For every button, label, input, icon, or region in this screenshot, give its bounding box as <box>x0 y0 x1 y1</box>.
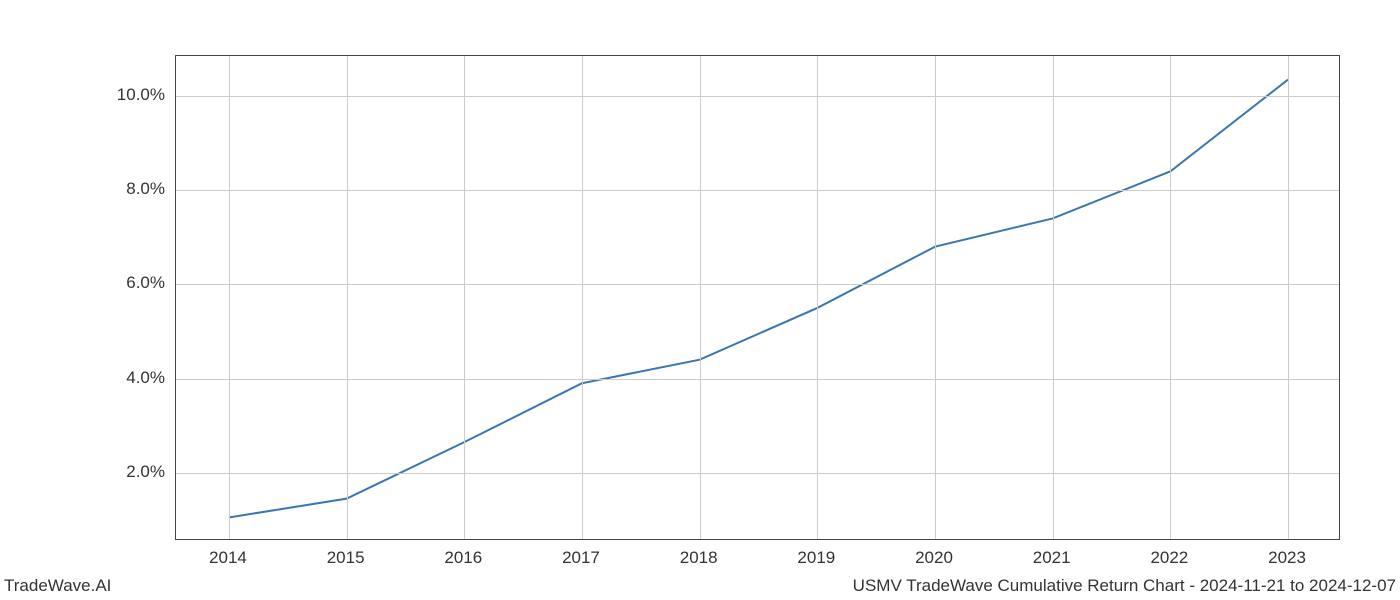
ytick-label: 10.0% <box>117 85 165 105</box>
chart-container: 2014 2015 2016 2017 2018 2019 2020 2021 2022 2023… <box>0 0 1400 600</box>
xtick-label: 2023 <box>1268 548 1306 568</box>
xtick-label: 2017 <box>562 548 600 568</box>
footer-left-label: TradeWave.AI <box>4 576 111 596</box>
series-line <box>229 80 1288 518</box>
ytick-label: 6.0% <box>126 273 165 293</box>
xtick-label: 2020 <box>915 548 953 568</box>
gridline-vertical <box>700 56 701 539</box>
xtick-label: 2019 <box>797 548 835 568</box>
ytick-label: 8.0% <box>126 179 165 199</box>
gridline-vertical <box>347 56 348 539</box>
gridline-vertical <box>464 56 465 539</box>
gridline-horizontal <box>176 190 1339 191</box>
chart-svg <box>176 56 1341 541</box>
xtick-label: 2018 <box>680 548 718 568</box>
gridline-vertical <box>817 56 818 539</box>
footer-right-label: USMV TradeWave Cumulative Return Chart -… <box>853 576 1396 596</box>
gridline-vertical <box>582 56 583 539</box>
gridline-vertical <box>935 56 936 539</box>
xtick-label: 2014 <box>209 548 247 568</box>
gridline-vertical <box>229 56 230 539</box>
gridline-vertical <box>1288 56 1289 539</box>
xtick-label: 2022 <box>1150 548 1188 568</box>
gridline-horizontal <box>176 284 1339 285</box>
ytick-label: 2.0% <box>126 462 165 482</box>
xtick-label: 2016 <box>444 548 482 568</box>
xtick-label: 2021 <box>1033 548 1071 568</box>
gridline-horizontal <box>176 379 1339 380</box>
gridline-vertical <box>1053 56 1054 539</box>
xtick-label: 2015 <box>327 548 365 568</box>
plot-area <box>175 55 1340 540</box>
ytick-label: 4.0% <box>126 368 165 388</box>
gridline-horizontal <box>176 96 1339 97</box>
gridline-vertical <box>1170 56 1171 539</box>
gridline-horizontal <box>176 473 1339 474</box>
